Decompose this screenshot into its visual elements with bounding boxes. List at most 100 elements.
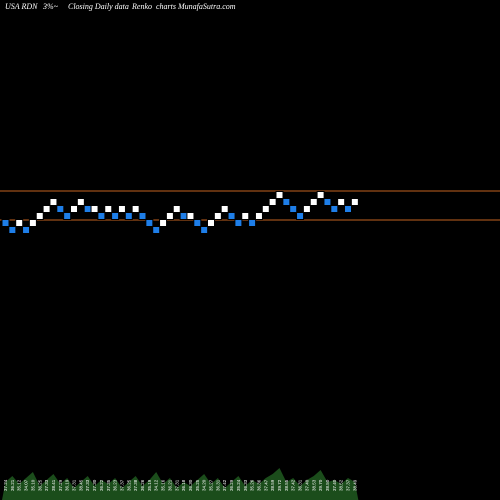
renko-brick-down — [152, 226, 161, 234]
price-tick-label: 38.53 — [311, 479, 316, 491]
chart-kind-label: Closing Daily data — [68, 2, 129, 11]
renko-brick-up — [70, 205, 78, 213]
renko-brick-down — [22, 226, 31, 234]
price-tick-label: 37.40 — [304, 479, 309, 491]
renko-brick-up — [350, 198, 359, 206]
price-tick-label: 37.33 — [85, 479, 90, 491]
renko-brick-down — [227, 212, 236, 220]
price-tick-label: 37.31 — [72, 479, 77, 491]
price-tick-label: 37.31 — [174, 479, 179, 491]
volume-area — [2, 468, 359, 500]
renko-brick-up — [275, 191, 284, 199]
renko-brick-up — [302, 205, 311, 213]
price-tick-label: 37.24 — [3, 479, 8, 491]
renko-brick-up — [159, 219, 168, 227]
renko-brick-up — [117, 205, 126, 213]
price-tick-label: 36.31 — [298, 479, 303, 491]
renko-brick-down — [111, 212, 120, 220]
price-tick-label: 36.29 — [229, 479, 234, 491]
price-tick-label: 37.33 — [44, 479, 49, 491]
renko-brick-down — [124, 212, 133, 220]
site-label: charts MunafaSutra.com — [156, 2, 236, 11]
renko-brick-up — [90, 205, 99, 213]
brick-series — [1, 191, 359, 234]
renko-brick-down — [330, 205, 339, 213]
price-tick-label: 37.40 — [332, 479, 337, 491]
price-tick-label: 37.30 — [92, 479, 97, 491]
renko-brick-down — [248, 219, 257, 227]
price-tick-label: 36.36 — [256, 479, 261, 491]
renko-brick-up — [49, 198, 58, 206]
chart-name-label: Renko — [131, 2, 152, 11]
renko-brick-up — [15, 219, 24, 227]
price-tick-label: 36.21 — [10, 479, 15, 491]
renko-brick-down — [193, 219, 202, 227]
renko-brick-up — [268, 198, 277, 206]
renko-brick-down — [200, 226, 209, 234]
renko-brick-up — [131, 205, 140, 213]
brick-size-label: 3%~ — [42, 2, 59, 11]
price-tick-label: 37.29 — [58, 479, 63, 491]
volume-shape — [2, 468, 359, 500]
price-tick-label: 36.31 — [215, 479, 220, 491]
renko-brick-down — [323, 198, 332, 206]
renko-brick-up — [172, 205, 181, 213]
price-tick-label: 38.49 — [352, 479, 357, 491]
renko-brick-up — [35, 212, 44, 220]
price-tick-label: 35.24 — [236, 479, 241, 491]
price-tick-label: 35.25 — [195, 479, 200, 491]
price-tick-label: 35.12 — [17, 479, 22, 491]
price-tick-label: 38.55 — [284, 479, 289, 491]
price-tick-label: 37.37 — [119, 479, 124, 491]
price-tick-label: 37.38 — [133, 479, 138, 491]
renko-brick-up — [104, 205, 113, 213]
renko-brick-up — [186, 212, 195, 220]
renko-brick-down — [179, 212, 188, 220]
price-tick-label: 38.45 — [78, 479, 83, 491]
renko-brick-down — [63, 212, 72, 220]
renko-brick-down — [56, 205, 65, 213]
price-tick-label: 36.33 — [243, 479, 248, 491]
price-tick-label: 38.59 — [270, 479, 275, 491]
renko-brick-up — [28, 219, 37, 227]
renko-brick-up — [241, 212, 250, 220]
renko-brick-up — [316, 191, 325, 199]
price-tick-label: 36.21 — [167, 479, 172, 491]
price-tick-label: 36.23 — [113, 479, 118, 491]
renko-brick-up — [309, 198, 318, 206]
price-tick-label: 37.42 — [291, 479, 296, 491]
price-tick-label: 35.10 — [30, 479, 35, 491]
price-tick-label: 34.07 — [24, 479, 29, 491]
renko-brick-down — [1, 219, 10, 227]
renko-brick-down — [138, 212, 147, 220]
renko-brick-down — [145, 219, 154, 227]
price-tick-label: 36.30 — [188, 479, 193, 491]
renko-brick-down — [296, 212, 305, 220]
renko-brick-up — [261, 205, 270, 213]
price-tick-label: 39.72 — [277, 479, 282, 491]
price-tick-label: 37.35 — [106, 479, 111, 491]
renko-brick-down — [282, 198, 291, 206]
ticker-label: USA RDN — [5, 2, 38, 11]
price-tick-label: 35.26 — [250, 479, 255, 491]
renko-brick-up — [165, 212, 174, 220]
price-tick-label: 38.50 — [325, 479, 330, 491]
price-tick-label: 36.19 — [65, 479, 70, 491]
price-tick-label: 38.52 — [339, 479, 344, 491]
renko-brick-up — [254, 212, 263, 220]
price-tick-label: 35.27 — [209, 479, 214, 491]
renko-brick-down — [83, 205, 92, 213]
renko-brick-up — [42, 205, 51, 213]
renko-brick-up — [213, 212, 222, 220]
price-tick-label: 36.25 — [126, 479, 131, 491]
price-tick-label: 35.19 — [147, 479, 152, 491]
price-tick-label: 39.70 — [318, 479, 323, 491]
renko-brick-down — [234, 219, 243, 227]
renko-brick-down — [289, 205, 298, 213]
price-tick-label: 34.20 — [202, 479, 207, 491]
price-tick-label: 36.18 — [181, 479, 186, 491]
price-tick-label: 37.42 — [222, 479, 227, 491]
price-tick-label: 36.22 — [99, 479, 104, 491]
